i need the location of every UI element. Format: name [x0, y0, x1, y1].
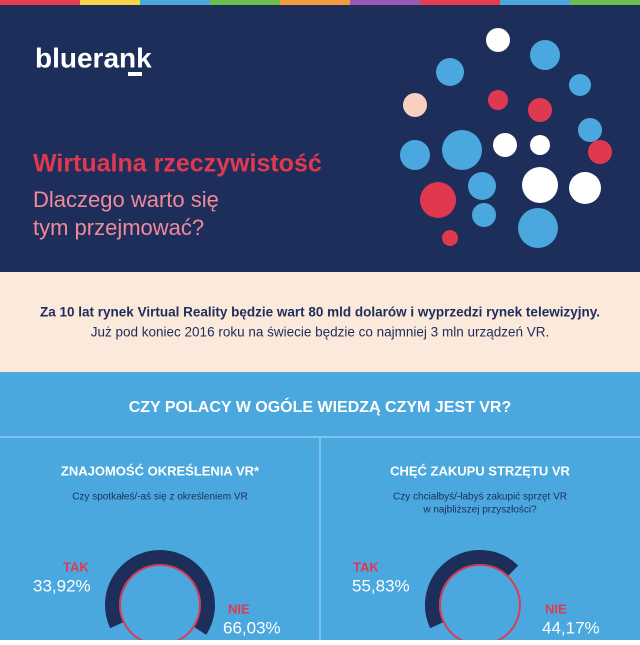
section-title: CZY POLACY W OGÓLE WIEDZĄ CZYM JEST VR? — [129, 397, 512, 416]
slice-value: 33,92% — [33, 576, 91, 595]
slice-label: NIE — [228, 601, 250, 616]
slice-value: 55,83% — [352, 576, 410, 595]
title: Wirtualna rzeczywistość — [33, 150, 322, 178]
slice-label: TAK — [63, 559, 89, 574]
banner-bg — [0, 272, 640, 372]
slice-label: TAK — [353, 559, 379, 574]
donut-slice — [425, 550, 519, 629]
subtitle: tym przejmować? — [33, 215, 204, 240]
panel-title: CHĘĆ ZAKUPU STRZĘTU VR — [390, 463, 570, 478]
banner-text: Za 10 lat rynek Virtual Reality będzie w… — [40, 305, 600, 320]
slice-label: NIE — [545, 601, 567, 616]
subtitle: Dlaczego warto się — [33, 187, 219, 212]
panel-question: Czy chciałbyś/-łabyś zakupić sprzęt VR — [393, 492, 567, 503]
slice-value: 44,17% — [542, 618, 600, 637]
slice-value: 66,03% — [223, 618, 281, 637]
donut-slice — [105, 550, 215, 635]
panel-question: Czy spotkałeś/-aś się z określeniem VR — [72, 492, 248, 503]
vr-icons — [400, 28, 612, 248]
banner-text: Już pod koniec 2016 roku na świecie będz… — [91, 325, 550, 340]
panel-question: w najbliższej przyszłości? — [422, 505, 537, 516]
panel-title: ZNAJOMOŚĆ OKREŚLENIA VR* — [61, 463, 260, 478]
logo: bluerank — [35, 42, 152, 73]
donut-inner-ring — [119, 564, 201, 645]
color-strip — [0, 0, 640, 5]
donut-inner-ring — [439, 564, 521, 645]
logo-underline — [128, 72, 142, 76]
